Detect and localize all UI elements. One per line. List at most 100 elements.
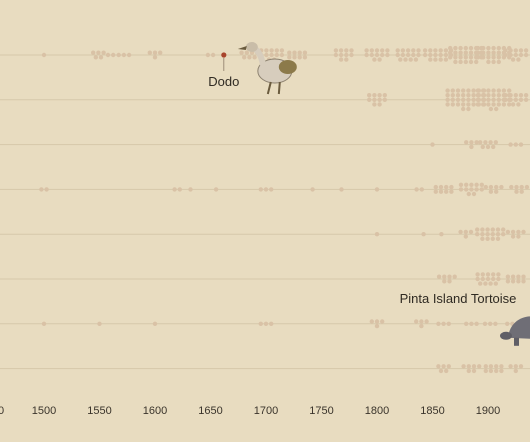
species-dot[interactable] xyxy=(516,57,521,62)
species-dot[interactable] xyxy=(521,229,526,235)
species-dot[interactable] xyxy=(430,142,435,147)
species-dot[interactable] xyxy=(463,50,468,55)
species-dot[interactable] xyxy=(152,321,158,326)
species-dot[interactable] xyxy=(111,52,116,58)
species-dot[interactable] xyxy=(458,229,463,235)
species-dot[interactable] xyxy=(468,50,474,55)
species-dot[interactable] xyxy=(486,45,491,51)
species-dot[interactable] xyxy=(491,88,496,93)
species-dot[interactable] xyxy=(436,364,441,369)
species-dot[interactable] xyxy=(507,88,512,93)
species-dot[interactable] xyxy=(461,97,466,103)
species-dot[interactable] xyxy=(121,52,127,58)
species-dot[interactable] xyxy=(496,88,501,93)
species-dot[interactable] xyxy=(450,88,455,93)
species-dot[interactable] xyxy=(463,45,468,51)
species-dot[interactable] xyxy=(422,48,428,53)
species-dot[interactable] xyxy=(455,88,461,93)
species-dot[interactable] xyxy=(395,52,400,58)
species-dot[interactable] xyxy=(508,97,513,103)
species-dot[interactable] xyxy=(447,279,452,284)
species-dot[interactable] xyxy=(344,52,349,58)
species-dot[interactable] xyxy=(448,55,453,60)
species-dot[interactable] xyxy=(414,187,419,192)
species-dot[interactable] xyxy=(499,364,504,369)
species-dot[interactable] xyxy=(494,184,499,190)
species-dot[interactable] xyxy=(478,281,483,286)
species-dot[interactable] xyxy=(469,144,474,150)
species-dot[interactable] xyxy=(380,319,385,324)
species-dot[interactable] xyxy=(443,48,449,53)
species-dot[interactable] xyxy=(442,274,447,279)
species-dot[interactable] xyxy=(508,364,513,369)
species-dot[interactable] xyxy=(475,45,481,51)
species-dot[interactable] xyxy=(374,319,380,324)
species-dot[interactable] xyxy=(507,102,512,107)
species-dot[interactable] xyxy=(516,274,521,279)
species-dot[interactable] xyxy=(496,276,501,282)
species-dot[interactable] xyxy=(338,52,344,58)
species-dot[interactable] xyxy=(461,88,466,93)
species-dot[interactable] xyxy=(433,189,438,194)
species-dot[interactable] xyxy=(444,184,449,190)
dodo-annotation[interactable]: Dodo xyxy=(208,42,297,95)
species-dot[interactable] xyxy=(461,102,466,107)
species-dot[interactable] xyxy=(481,50,486,55)
species-dot[interactable] xyxy=(413,57,419,62)
species-dot[interactable] xyxy=(400,52,406,58)
species-dot[interactable] xyxy=(244,50,249,55)
species-dot[interactable] xyxy=(258,187,263,192)
species-dot[interactable] xyxy=(508,93,513,98)
species-dot[interactable] xyxy=(152,50,158,55)
species-dot[interactable] xyxy=(433,57,438,62)
species-dot[interactable] xyxy=(466,97,471,103)
species-dot[interactable] xyxy=(505,321,510,326)
species-dot[interactable] xyxy=(513,93,518,98)
species-dot[interactable] xyxy=(377,97,382,103)
species-dot[interactable] xyxy=(333,48,339,53)
species-dot[interactable] xyxy=(461,364,466,369)
species-dot[interactable] xyxy=(499,368,504,374)
species-dot[interactable] xyxy=(523,48,529,53)
species-dot[interactable] xyxy=(279,48,285,53)
species-dot[interactable] xyxy=(485,144,491,150)
species-dot[interactable] xyxy=(438,184,444,190)
species-dot[interactable] xyxy=(349,48,354,53)
species-dot[interactable] xyxy=(116,52,121,58)
species-dot[interactable] xyxy=(518,93,524,98)
species-dot[interactable] xyxy=(488,321,493,326)
species-dot[interactable] xyxy=(485,236,490,241)
species-dot[interactable] xyxy=(450,97,455,103)
species-dot[interactable] xyxy=(496,93,501,98)
species-dot[interactable] xyxy=(374,187,380,192)
species-dot[interactable] xyxy=(466,106,471,112)
species-dot[interactable] xyxy=(523,52,529,58)
species-dot[interactable] xyxy=(481,97,486,103)
species-dot[interactable] xyxy=(518,48,524,53)
species-dot[interactable] xyxy=(468,45,474,51)
species-dot[interactable] xyxy=(475,272,480,277)
species-dot[interactable] xyxy=(436,321,441,326)
species-dot[interactable] xyxy=(258,321,263,326)
species-dot[interactable] xyxy=(41,321,47,326)
species-dot[interactable] xyxy=(491,276,496,282)
species-dot[interactable] xyxy=(382,97,387,103)
species-dot[interactable] xyxy=(466,102,471,107)
species-dot[interactable] xyxy=(505,229,511,235)
species-dot[interactable] xyxy=(264,52,269,58)
species-dot[interactable] xyxy=(463,234,468,239)
species-dot[interactable] xyxy=(279,52,285,58)
species-dot[interactable] xyxy=(503,52,508,58)
species-dot[interactable] xyxy=(501,88,507,93)
species-dot[interactable] xyxy=(491,144,496,150)
species-dot[interactable] xyxy=(438,48,443,53)
species-dot[interactable] xyxy=(411,48,416,53)
species-dot[interactable] xyxy=(264,48,269,53)
species-dot[interactable] xyxy=(464,321,469,326)
species-dot[interactable] xyxy=(495,227,501,232)
species-dot[interactable] xyxy=(445,97,450,103)
species-dot[interactable] xyxy=(97,321,102,326)
species-dot[interactable] xyxy=(480,276,485,282)
species-dot[interactable] xyxy=(419,187,424,192)
species-dot[interactable] xyxy=(405,48,411,53)
